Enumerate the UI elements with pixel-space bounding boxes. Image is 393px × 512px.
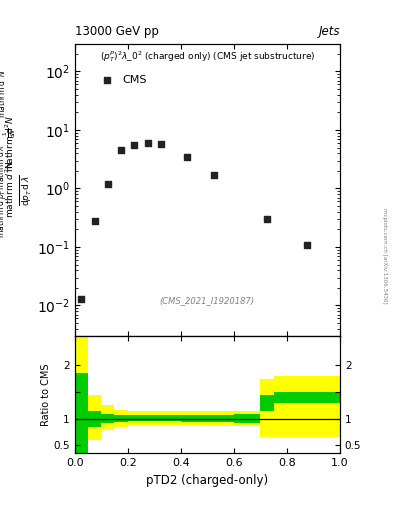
Point: [145, 139, 151, 147]
Point: [105, 180, 111, 188]
Point: [78, 295, 84, 303]
Text: $\mathrm{mathrm\ d}^2 N$: $\mathrm{mathrm\ d}^2 N$: [4, 115, 17, 172]
Text: Jets: Jets: [318, 25, 340, 38]
Text: $\overline{\mathrm{mathrm\ d}\,p_T\,\mathrm{mathrm\ d}\,\lambda}$: $\overline{\mathrm{mathrm\ d}\,p_T\,\mat…: [0, 143, 9, 238]
Point: [264, 215, 270, 223]
Text: CMS: CMS: [123, 75, 147, 85]
Y-axis label: mathrm $d^2$N
$\overline{\mathrm{d}p_T\,\mathrm{d}\,\lambda}$: mathrm $d^2$N $\overline{\mathrm{d}p_T\,…: [3, 161, 34, 219]
Text: $\mathrm{mathrm\ d}^2 N$: $\mathrm{mathrm\ d}^2 N$: [0, 69, 8, 118]
Point: [131, 141, 138, 149]
Text: (CMS_2021_I1920187): (CMS_2021_I1920187): [160, 296, 255, 306]
Text: mcplots.cern.ch [arXiv:1306.3436]: mcplots.cern.ch [arXiv:1306.3436]: [382, 208, 387, 304]
Text: 13000 GeV pp: 13000 GeV pp: [75, 25, 158, 38]
Text: $\frac{1}{\mathrm{d}N}$: $\frac{1}{\mathrm{d}N}$: [2, 128, 18, 138]
Point: [304, 241, 310, 249]
Point: [158, 140, 164, 148]
Text: $(p_T^P)^2\lambda\_0^2$ (charged only) (CMS jet substructure): $(p_T^P)^2\lambda\_0^2$ (charged only) (…: [100, 49, 315, 65]
X-axis label: pTD2 (charged-only): pTD2 (charged-only): [146, 474, 268, 486]
Y-axis label: Ratio to CMS: Ratio to CMS: [40, 364, 51, 426]
Point: [118, 146, 124, 154]
Point: [92, 217, 98, 225]
Point: [211, 171, 217, 179]
Point: [184, 153, 191, 161]
Point: [103, 188, 110, 196]
